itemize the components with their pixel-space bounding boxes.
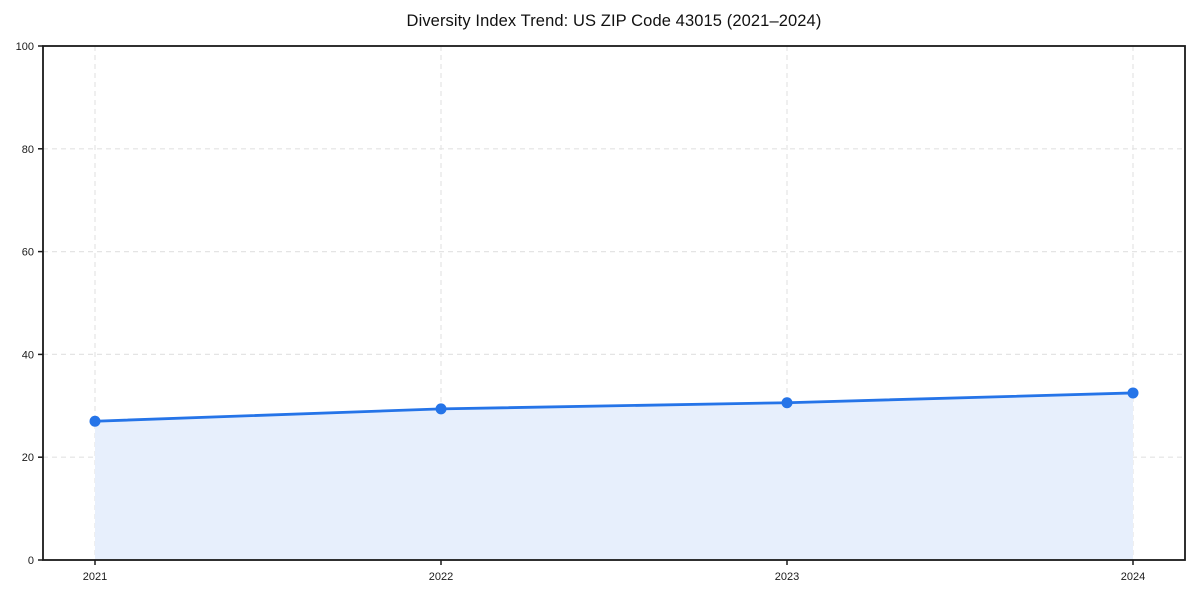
- y-tick-label: 20: [22, 452, 34, 464]
- data-point-marker: [781, 397, 793, 409]
- x-tick-label: 2023: [775, 571, 799, 583]
- y-tick-label: 0: [28, 555, 34, 567]
- y-tick-label: 40: [22, 349, 34, 361]
- data-point-marker: [1127, 387, 1139, 399]
- data-point-marker: [435, 403, 447, 415]
- axis-frame: [42, 45, 1186, 561]
- x-tick-label: 2021: [83, 571, 107, 583]
- data-point-marker: [89, 415, 101, 427]
- chart-title: Diversity Index Trend: US ZIP Code 43015…: [406, 12, 822, 30]
- x-tick-label: 2022: [429, 571, 453, 583]
- y-tick-label: 100: [16, 41, 34, 53]
- x-tick-label: 2024: [1121, 571, 1145, 583]
- y-tick-label: 60: [22, 247, 34, 259]
- area-fill: [95, 392, 1133, 560]
- trend-line: [93, 391, 1135, 423]
- y-tick-label: 80: [22, 144, 34, 156]
